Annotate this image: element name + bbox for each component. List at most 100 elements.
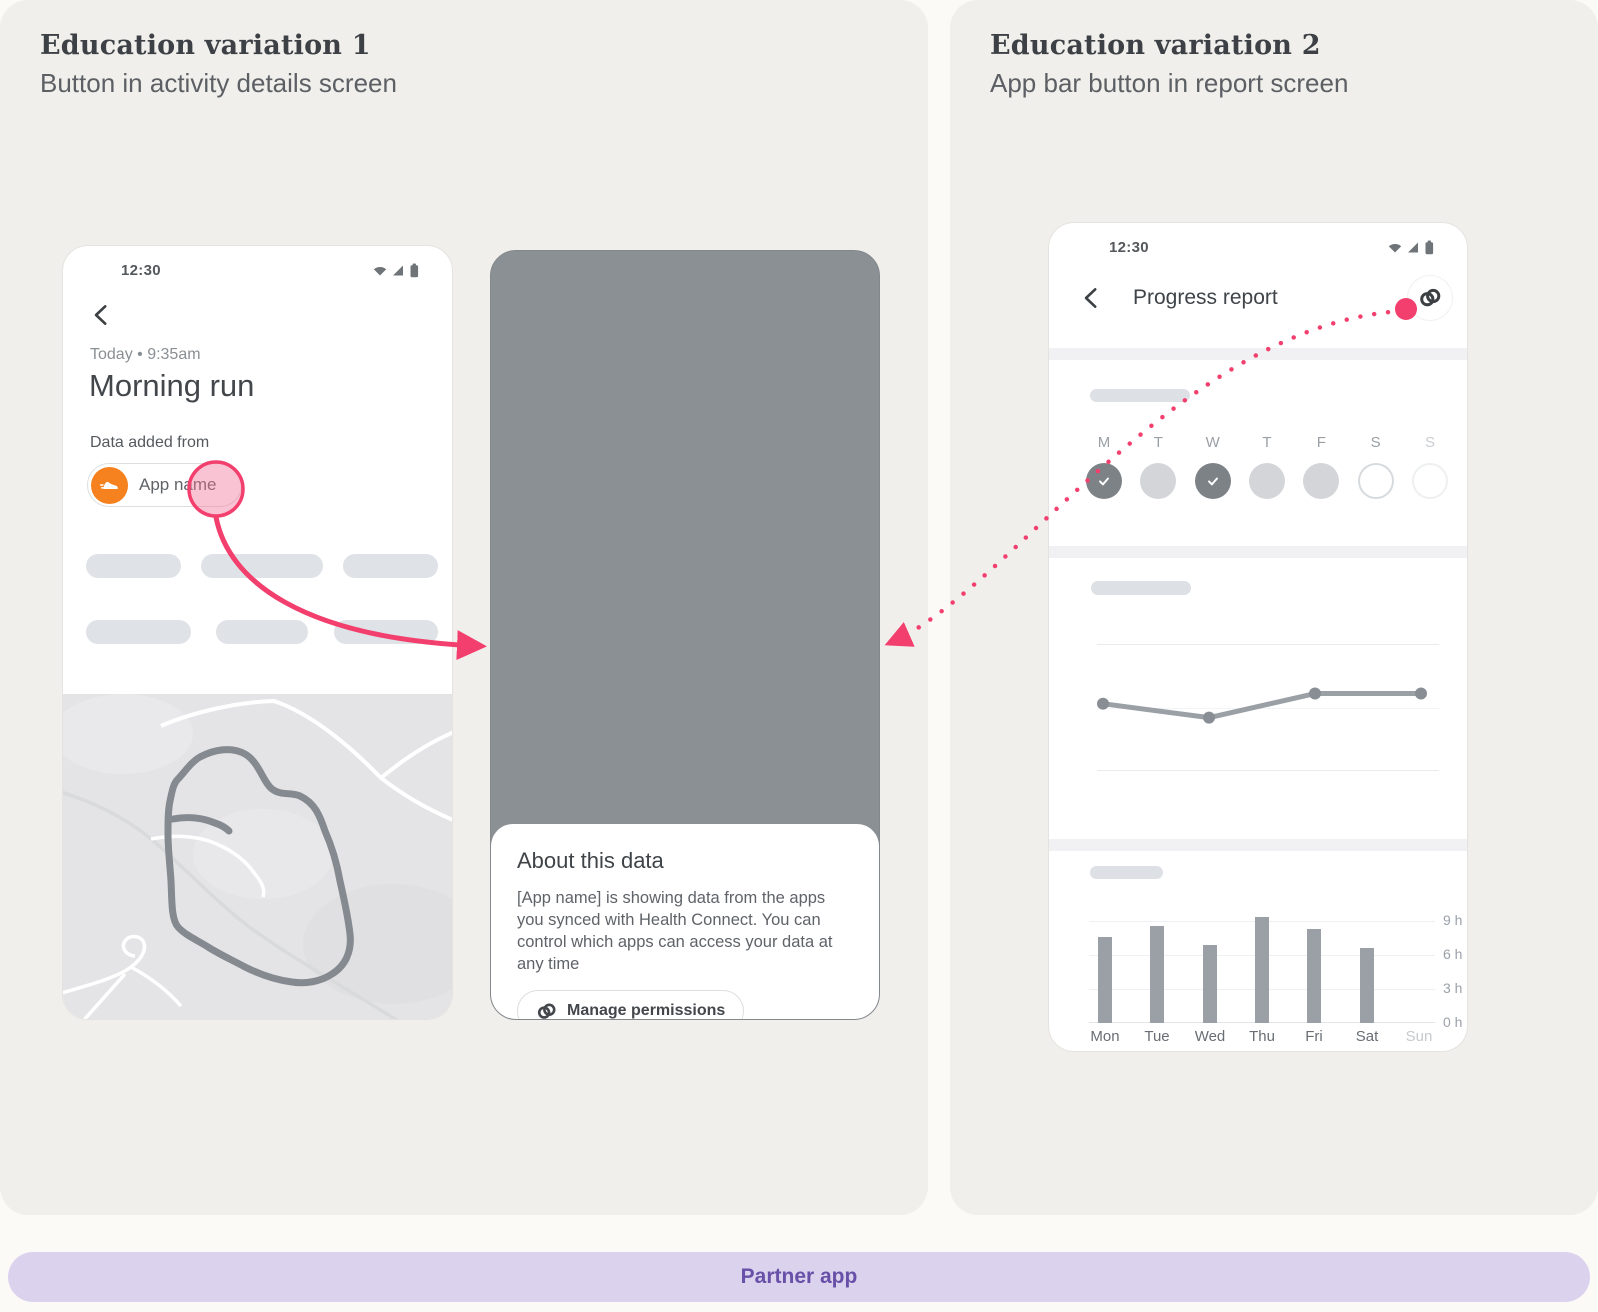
status-time: 12:30: [121, 262, 161, 279]
back-button[interactable]: [89, 302, 115, 328]
trend-line-chart: [1097, 644, 1439, 771]
placeholder-heading-pill: [1090, 389, 1190, 402]
partner-app-banner: Partner app: [8, 1252, 1590, 1302]
y-axis-tick: 0 h: [1443, 1014, 1463, 1030]
route-map: [63, 694, 452, 1019]
weekday-letter: F: [1316, 434, 1326, 451]
check-icon: [1099, 477, 1109, 486]
panel-title: Education variation 1: [40, 30, 371, 61]
partner-app-label: Partner app: [740, 1265, 858, 1288]
chevron-left-icon: [1084, 288, 1097, 308]
weekday-letter: T: [1153, 434, 1163, 451]
weekday-letter: T: [1262, 434, 1272, 451]
bar-column: [1098, 937, 1112, 1023]
day-status-outlined[interactable]: [1357, 463, 1394, 499]
battery-icon: [1425, 240, 1434, 255]
line-point: [1415, 687, 1427, 700]
weekday-letter: S: [1370, 434, 1381, 451]
weekday-letter: M: [1097, 434, 1111, 451]
x-axis-label: Wed: [1194, 1028, 1226, 1045]
run-route-path: [164, 746, 354, 987]
x-axis-label: Tue: [1144, 1028, 1170, 1045]
app-icon: [91, 466, 128, 504]
health-connect-appbar-button[interactable]: [1407, 275, 1453, 321]
signal-icon: [1408, 242, 1418, 253]
x-axis-label: Fri: [1305, 1028, 1323, 1045]
week-summary-card: M T W T F S S: [1049, 360, 1467, 546]
app-bar-title: Progress report: [1133, 286, 1278, 309]
map-road: [82, 965, 183, 1019]
placeholder-pill: [334, 620, 438, 644]
activity-title: Morning run: [89, 368, 255, 403]
app-chip-label: App name: [139, 475, 217, 494]
bar-column: [1307, 929, 1322, 1023]
panel-subtitle: App bar button in report screen: [990, 68, 1349, 98]
bar-column: [1150, 926, 1165, 1023]
bar-column: [1202, 945, 1217, 1023]
manage-permissions-button[interactable]: Manage permissions: [517, 990, 745, 1019]
map-road: [160, 698, 452, 822]
line-point: [1309, 687, 1321, 700]
run-route-branch: [169, 814, 233, 835]
day-status-outlined[interactable]: [1411, 463, 1448, 499]
sheet-body-text: [App name] is showing data from the apps…: [517, 889, 833, 973]
weekday-letter: W: [1205, 434, 1220, 451]
placeholder-pill: [343, 554, 438, 578]
phone-progress-report: 12:30 Progress report M: [1048, 222, 1468, 1052]
line-point: [1097, 697, 1109, 710]
manage-permissions-label: Manage permissions: [567, 1002, 726, 1019]
y-axis-tick: 6 h: [1443, 946, 1463, 962]
day-status-filled[interactable]: [1248, 463, 1285, 499]
chevron-left-icon: [94, 305, 107, 325]
placeholder-pill: [86, 554, 181, 578]
placeholder-heading-pill: [1091, 581, 1191, 595]
trend-chart-card: [1049, 558, 1467, 839]
panel-subtitle: Button in activity details screen: [40, 68, 397, 98]
health-connect-icon: [537, 1003, 556, 1019]
signal-icon: [393, 265, 403, 276]
check-icon: [1207, 477, 1218, 486]
panel-title: Education variation 2: [990, 30, 1321, 61]
day-status-checked[interactable]: [1194, 463, 1231, 499]
hours-bar-chart: [1089, 910, 1435, 1023]
placeholder-pill: [201, 554, 323, 578]
wifi-icon: [1388, 243, 1402, 253]
status-icons: [1388, 240, 1434, 255]
app-bar: 12:30 Progress report: [1049, 223, 1467, 348]
weekday-letter: S: [1424, 434, 1435, 451]
wifi-icon: [373, 266, 387, 276]
day-status-checked[interactable]: [1086, 463, 1122, 499]
weekday-letters-row: M T W T F S S: [1049, 434, 1467, 451]
x-axis-label: Sat: [1355, 1028, 1379, 1045]
x-axis-label: Thu: [1249, 1028, 1275, 1045]
weekday-status-row: [1049, 463, 1467, 499]
map-road: [150, 834, 266, 898]
report-line-series: [1100, 691, 1424, 721]
sheet-title: About this data: [517, 848, 664, 873]
status-time: 12:30: [1109, 239, 1149, 256]
phone-activity-details: 12:30 Today • 9:35am Morning run Data ad…: [62, 245, 453, 1020]
placeholder-pill: [86, 620, 191, 644]
y-axis-tick: 9 h: [1443, 912, 1463, 928]
data-added-from-label: Data added from: [90, 434, 210, 451]
hours-bar-chart-card: 9 h 6 h 3 h 0 h Mon Tue Wed Thu Fri Sat …: [1049, 851, 1467, 1051]
phone-about-data-sheet: About this data [App name] is showing da…: [490, 250, 880, 1020]
about-this-data-sheet: About this data [App name] is showing da…: [491, 824, 879, 1019]
line-point: [1203, 711, 1215, 724]
battery-icon: [410, 263, 419, 278]
running-shoe-icon: [99, 481, 118, 489]
x-axis-label: Mon: [1090, 1028, 1120, 1045]
health-connect-icon: [1420, 288, 1441, 307]
map-road: [379, 730, 452, 780]
back-button[interactable]: [1079, 285, 1105, 311]
app-source-chip[interactable]: App name: [87, 463, 242, 507]
day-status-filled[interactable]: [1303, 463, 1340, 499]
y-axis-tick: 3 h: [1443, 980, 1463, 996]
day-status-filled[interactable]: [1140, 463, 1177, 499]
placeholder-pill: [216, 620, 308, 644]
status-icons: [373, 263, 419, 278]
bar-column: [1359, 948, 1374, 1023]
placeholder-heading-pill: [1090, 866, 1163, 879]
x-axis-label: Sun: [1405, 1028, 1433, 1045]
